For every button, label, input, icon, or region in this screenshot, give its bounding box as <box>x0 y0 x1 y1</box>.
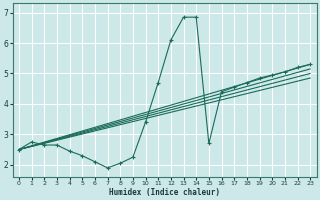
X-axis label: Humidex (Indice chaleur): Humidex (Indice chaleur) <box>109 188 220 197</box>
